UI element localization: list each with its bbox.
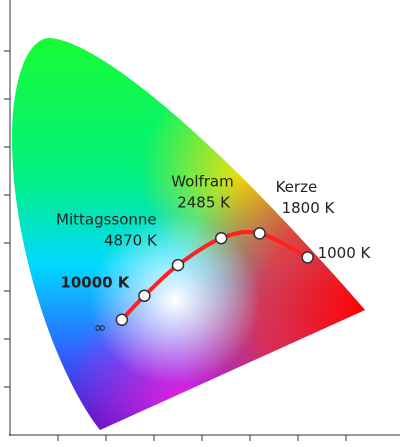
point-label: 10000 K (60, 273, 130, 291)
point (171, 258, 185, 272)
point-label: Mittagssonne (56, 211, 157, 229)
point (253, 227, 266, 240)
point-label: 1800 K (282, 199, 336, 217)
point (138, 289, 151, 303)
point (214, 231, 228, 245)
point (115, 313, 129, 327)
point-label: 4870 K (104, 232, 158, 250)
point-label: Wolfram (171, 173, 234, 191)
point-label: 2485 K (177, 194, 231, 212)
point-label: ∞ (94, 318, 107, 336)
point-label: Kerze (276, 178, 318, 196)
point-label: 1000 K (318, 244, 372, 262)
point (301, 251, 314, 264)
